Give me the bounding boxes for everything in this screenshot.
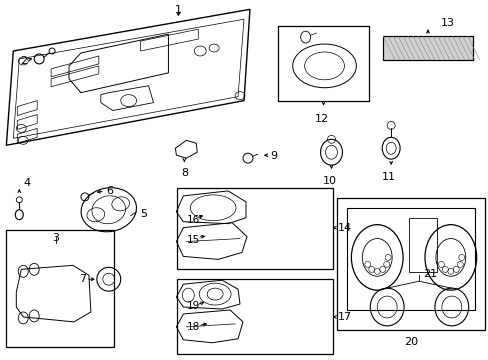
Bar — [177, 188, 333, 269]
Bar — [277, 26, 368, 100]
Text: 16: 16 — [186, 215, 199, 225]
Text: 13: 13 — [440, 18, 454, 28]
Text: 7: 7 — [79, 274, 86, 284]
Text: 11: 11 — [382, 172, 395, 182]
Bar — [408, 218, 436, 272]
Text: 6: 6 — [105, 186, 113, 196]
Bar — [383, 36, 472, 60]
Bar — [337, 198, 484, 330]
Bar — [383, 36, 472, 60]
Text: 9: 9 — [269, 151, 276, 161]
Text: 3: 3 — [53, 233, 60, 243]
Text: 8: 8 — [181, 168, 187, 178]
Text: 17: 17 — [337, 312, 351, 322]
Text: 12: 12 — [314, 113, 328, 123]
Text: 19: 19 — [186, 301, 199, 311]
Bar — [346, 208, 474, 310]
Text: 2: 2 — [20, 56, 27, 66]
Text: 14: 14 — [337, 222, 351, 233]
Text: 1: 1 — [175, 5, 182, 15]
Text: 15: 15 — [186, 234, 199, 244]
Text: 4: 4 — [23, 178, 30, 188]
Bar — [6, 230, 114, 347]
Text: 18: 18 — [186, 322, 199, 332]
Text: 20: 20 — [403, 337, 417, 347]
Text: 10: 10 — [322, 176, 336, 186]
Bar — [177, 279, 333, 354]
Text: 5: 5 — [141, 209, 147, 219]
Text: 21: 21 — [422, 269, 436, 279]
